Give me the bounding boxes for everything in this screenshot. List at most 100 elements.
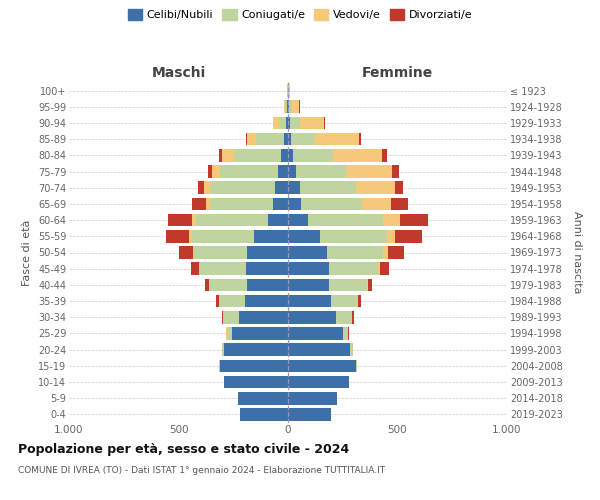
Bar: [362, 198, 391, 210]
Bar: [198, 182, 203, 194]
Bar: [288, 295, 331, 308]
Bar: [329, 278, 367, 291]
Bar: [166, 230, 190, 242]
Bar: [378, 262, 380, 275]
Bar: [238, 392, 288, 404]
Bar: [296, 165, 346, 178]
Bar: [191, 198, 206, 210]
Bar: [300, 116, 324, 130]
Bar: [247, 246, 288, 259]
Bar: [316, 133, 359, 145]
Bar: [357, 295, 358, 308]
Bar: [291, 133, 316, 145]
Bar: [288, 408, 331, 420]
Bar: [219, 360, 220, 372]
Bar: [223, 149, 235, 162]
Bar: [382, 149, 387, 162]
Y-axis label: Fasce di età: Fasce di età: [22, 220, 32, 286]
Bar: [329, 262, 378, 275]
Bar: [356, 182, 395, 194]
Bar: [288, 214, 308, 226]
Bar: [288, 182, 300, 194]
Bar: [273, 116, 278, 130]
Bar: [395, 230, 422, 242]
Bar: [219, 295, 245, 308]
Bar: [288, 376, 349, 388]
Bar: [286, 100, 287, 113]
Bar: [220, 165, 278, 178]
Bar: [287, 100, 288, 113]
Bar: [359, 133, 361, 145]
Bar: [224, 344, 288, 356]
Bar: [336, 311, 352, 324]
Bar: [268, 214, 288, 226]
Legend: Celibi/Nubili, Coniugati/e, Vedovi/e, Divorziati/e: Celibi/Nubili, Coniugati/e, Vedovi/e, Di…: [124, 6, 476, 24]
Bar: [210, 182, 275, 194]
Bar: [368, 278, 372, 291]
Bar: [367, 278, 368, 291]
Bar: [194, 246, 247, 259]
Bar: [208, 165, 212, 178]
Bar: [247, 133, 256, 145]
Bar: [232, 327, 288, 340]
Bar: [343, 327, 348, 340]
Bar: [308, 214, 383, 226]
Bar: [199, 262, 247, 275]
Bar: [288, 278, 329, 291]
Bar: [203, 182, 210, 194]
Bar: [288, 100, 289, 113]
Bar: [386, 230, 395, 242]
Bar: [288, 133, 291, 145]
Bar: [288, 116, 290, 130]
Bar: [212, 165, 220, 178]
Bar: [290, 116, 300, 130]
Bar: [288, 246, 328, 259]
Bar: [331, 295, 357, 308]
Bar: [288, 344, 350, 356]
Bar: [350, 344, 353, 356]
Bar: [284, 133, 288, 145]
Bar: [356, 360, 357, 372]
Bar: [239, 311, 288, 324]
Bar: [193, 246, 194, 259]
Bar: [246, 133, 247, 145]
Bar: [191, 230, 254, 242]
Bar: [380, 262, 389, 275]
Bar: [245, 295, 288, 308]
Text: COMUNE DI IVREA (TO) - Dati ISTAT 1° gennaio 2024 - Elaborazione TUTTITALIA.IT: COMUNE DI IVREA (TO) - Dati ISTAT 1° gen…: [18, 466, 385, 475]
Bar: [288, 360, 356, 372]
Bar: [240, 408, 288, 420]
Bar: [256, 133, 284, 145]
Bar: [289, 84, 290, 97]
Bar: [206, 198, 210, 210]
Bar: [292, 100, 299, 113]
Bar: [289, 100, 292, 113]
Bar: [400, 214, 428, 226]
Bar: [224, 376, 288, 388]
Bar: [334, 149, 382, 162]
Bar: [288, 262, 329, 275]
Bar: [293, 149, 334, 162]
Bar: [281, 149, 288, 162]
Bar: [286, 116, 288, 130]
Bar: [278, 165, 288, 178]
Bar: [227, 327, 232, 340]
Bar: [392, 165, 398, 178]
Bar: [167, 214, 191, 226]
Bar: [288, 198, 301, 210]
Bar: [288, 392, 337, 404]
Bar: [272, 198, 288, 210]
Bar: [383, 214, 400, 226]
Bar: [300, 182, 356, 194]
Bar: [247, 278, 288, 291]
Bar: [223, 311, 239, 324]
Bar: [222, 311, 223, 324]
Bar: [288, 311, 336, 324]
Y-axis label: Anni di nascita: Anni di nascita: [572, 211, 582, 294]
Bar: [210, 198, 272, 210]
Bar: [205, 278, 209, 291]
Bar: [247, 262, 288, 275]
Bar: [191, 214, 196, 226]
Bar: [254, 230, 288, 242]
Bar: [190, 230, 191, 242]
